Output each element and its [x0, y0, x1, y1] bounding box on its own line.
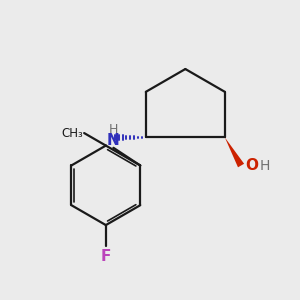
- Text: O: O: [245, 158, 258, 173]
- Text: CH₃: CH₃: [61, 127, 83, 140]
- Text: N: N: [107, 133, 120, 148]
- Polygon shape: [225, 137, 244, 167]
- Text: F: F: [100, 249, 111, 264]
- Text: H: H: [109, 123, 118, 136]
- Text: H: H: [259, 158, 270, 172]
